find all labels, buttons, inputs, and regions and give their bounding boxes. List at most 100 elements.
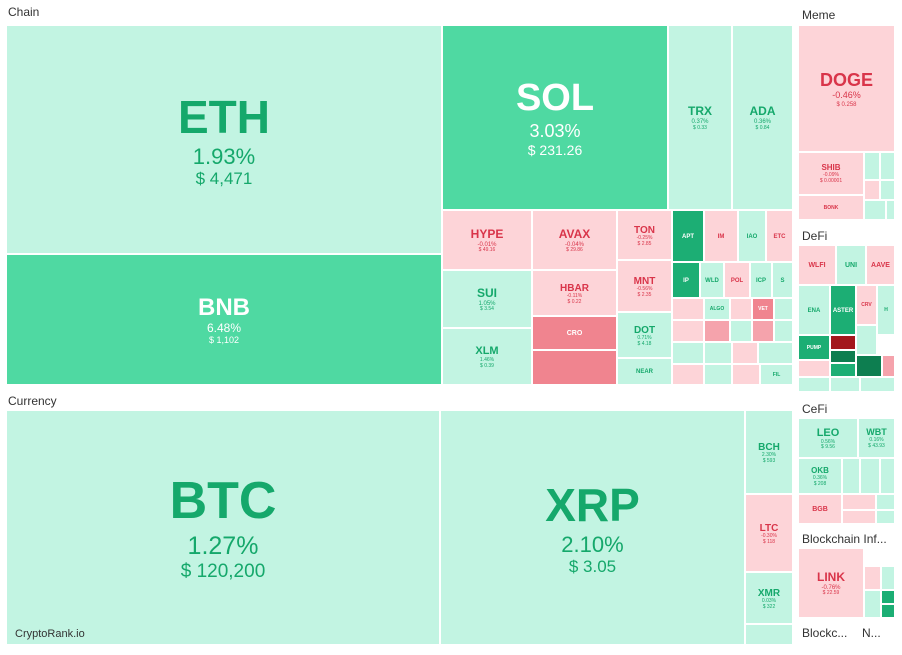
tile-small-66[interactable]: [830, 335, 856, 350]
tile-dot[interactable]: DOT 0.71% $ 4.18: [617, 312, 672, 358]
tile-fil[interactable]: FIL: [760, 364, 793, 385]
tile-near[interactable]: NEAR: [617, 358, 672, 385]
tile-xmr[interactable]: XMR 0.03% $ 322: [745, 572, 793, 624]
tile-small-69[interactable]: [856, 355, 882, 377]
tile-small-79[interactable]: [842, 458, 860, 494]
tile-icp[interactable]: ICP: [750, 262, 772, 298]
tile-small-88[interactable]: [864, 566, 881, 590]
tile-small-34[interactable]: [774, 320, 793, 342]
tile-ena[interactable]: ENA: [798, 285, 830, 335]
tile-hbar[interactable]: HBAR -0.11% $ 0.22: [532, 270, 617, 316]
tile-small-53[interactable]: [880, 152, 895, 180]
ton-price: $ 2.85: [637, 240, 652, 247]
tile-small-70[interactable]: [882, 355, 895, 377]
tile-small-91[interactable]: [881, 590, 895, 604]
tile-small-73[interactable]: [798, 377, 830, 392]
tile-wld[interactable]: WLD: [700, 262, 724, 298]
tile-small-68[interactable]: [856, 325, 877, 355]
tile-hype[interactable]: HYPE -0.01% $ 49.16: [442, 210, 532, 270]
tile-small-35[interactable]: [672, 342, 704, 364]
tile-iao[interactable]: IAO: [738, 210, 766, 262]
tile-mnt[interactable]: MNT -0.56% $ 2.35: [617, 260, 672, 312]
algo-symbol: ALGO: [709, 306, 725, 313]
tile-uni[interactable]: UNI: [836, 245, 866, 285]
tile-apt[interactable]: APT: [672, 210, 704, 262]
tile-small-40[interactable]: [704, 364, 732, 385]
tile-small-41[interactable]: [732, 364, 760, 385]
tile-small-29[interactable]: [774, 298, 793, 320]
tile-avax[interactable]: AVAX -0.04% $ 29.86: [532, 210, 617, 270]
tile-small-25[interactable]: [672, 298, 704, 320]
tile-pump[interactable]: PUMP: [798, 335, 830, 360]
tile-trx[interactable]: TRX 0.37% $ 0.33: [668, 25, 732, 210]
tile-aster[interactable]: ASTER: [830, 285, 856, 335]
tile-ada[interactable]: ADA 0.36% $ 0.84: [732, 25, 793, 210]
tile-ip[interactable]: IP: [672, 262, 700, 298]
tile-bonk[interactable]: BONK: [798, 195, 864, 220]
tile-small-75[interactable]: [860, 377, 895, 392]
tile-xlm[interactable]: XLM 1.46% $ 0.39: [442, 328, 532, 385]
pol-symbol: POL: [730, 277, 744, 284]
tile-bgb[interactable]: BGB: [798, 494, 842, 524]
tile-small-52[interactable]: [864, 152, 880, 180]
tile-small-57[interactable]: [886, 200, 895, 220]
tile-small-38[interactable]: [758, 342, 793, 364]
tile-small-81[interactable]: [880, 458, 895, 494]
tile-small-33[interactable]: [752, 320, 774, 342]
tile-sol[interactable]: SOL 3.03% $ 231.26: [442, 25, 668, 210]
tile-xrp[interactable]: XRP 2.10% $ 3.05: [440, 410, 745, 645]
tile-vet[interactable]: VET: [752, 298, 774, 320]
tile-etc[interactable]: ETC: [766, 210, 793, 262]
tile-small-85[interactable]: [842, 510, 876, 524]
tile-leo[interactable]: LEO 0.56% $ 9.56: [798, 418, 858, 458]
tile-s[interactable]: S: [772, 262, 793, 298]
tile-link[interactable]: LINK -0.76% $ 22.59: [798, 548, 864, 618]
tile-shib[interactable]: SHIB -0.09% $ 0.00001: [798, 152, 864, 195]
tile-cro[interactable]: CRO: [532, 316, 617, 350]
tile-small-27[interactable]: [730, 298, 752, 320]
tile-small-80[interactable]: [860, 458, 880, 494]
tile-small-31[interactable]: [704, 320, 730, 342]
tile-aave[interactable]: AAVE: [866, 245, 895, 285]
tile-ltc[interactable]: LTC -0.30% $ 118: [745, 494, 793, 572]
tile-small-84[interactable]: [876, 494, 895, 510]
tile-small-67[interactable]: [830, 350, 856, 363]
tile-small-92[interactable]: [881, 604, 895, 618]
tile-okb[interactable]: OKB 0.36% $ 208: [798, 458, 842, 494]
tile-small-56[interactable]: [864, 200, 886, 220]
tile-small-32[interactable]: [730, 320, 752, 342]
tile-hyph[interactable]: H: [877, 285, 895, 335]
tile-bch[interactable]: BCH 2.30% $ 593: [745, 410, 793, 494]
tile-small-90[interactable]: [864, 590, 881, 618]
tile-small-89[interactable]: [881, 566, 895, 590]
tile-im[interactable]: IM: [704, 210, 738, 262]
tile-bnb[interactable]: BNB 6.48% $ 1,102: [6, 254, 442, 385]
tile-small-48[interactable]: [745, 624, 793, 645]
sui-price: $ 3.54: [480, 306, 494, 313]
tile-small-55[interactable]: [880, 180, 895, 200]
tile-small-72[interactable]: [830, 363, 856, 377]
tile-small-74[interactable]: [830, 377, 860, 392]
mnt-price: $ 2.35: [637, 291, 652, 298]
tile-small-30[interactable]: [672, 320, 704, 342]
tile-small-13[interactable]: [532, 350, 617, 385]
tile-pol[interactable]: POL: [724, 262, 750, 298]
s-symbol: S: [780, 277, 785, 284]
tile-sui[interactable]: SUI 1.05% $ 3.54: [442, 270, 532, 328]
tile-doge[interactable]: DOGE -0.46% $ 0.258: [798, 25, 895, 152]
tile-wbt[interactable]: WBT 0.16% $ 43.93: [858, 418, 895, 458]
tile-btc[interactable]: BTC 1.27% $ 120,200: [6, 410, 440, 645]
tile-small-39[interactable]: [672, 364, 704, 385]
tile-small-86[interactable]: [876, 510, 895, 524]
tile-small-71[interactable]: [798, 360, 830, 377]
tile-eth[interactable]: ETH 1.93% $ 4,471: [6, 25, 442, 254]
tile-small-36[interactable]: [704, 342, 732, 364]
tile-crv[interactable]: CRV: [856, 285, 877, 325]
tile-small-54[interactable]: [864, 180, 880, 200]
tile-small-37[interactable]: [732, 342, 758, 364]
tile-algo[interactable]: ALGO: [704, 298, 730, 320]
tile-wlfi[interactable]: WLFI: [798, 245, 836, 285]
tile-small-83[interactable]: [842, 494, 876, 510]
tile-ton[interactable]: TON -0.25% $ 2.85: [617, 210, 672, 260]
link-change: -0.76%: [821, 584, 841, 591]
